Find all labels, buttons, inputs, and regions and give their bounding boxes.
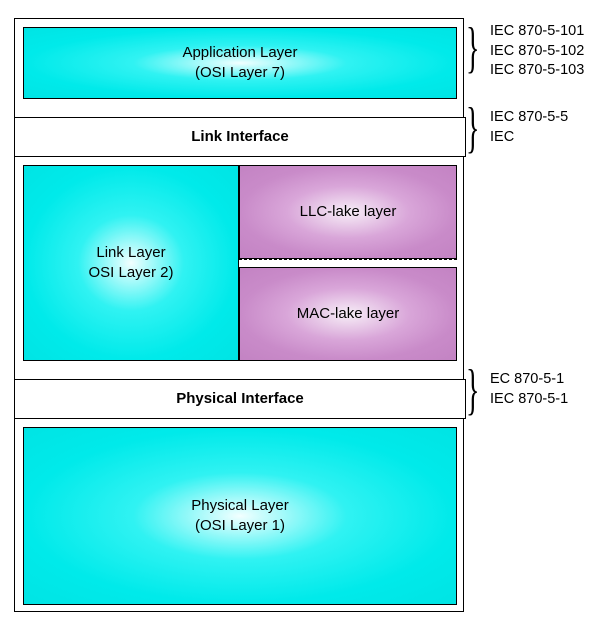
link-layer-sub: OSI Layer 2)	[88, 264, 173, 281]
annotation-application: IEC 870-5-101 IEC 870-5-102 IEC 870-5-10…	[490, 22, 584, 81]
annot-phys-1: IEC 870-5-1	[490, 391, 568, 407]
mac-box: MAC-lake layer	[239, 267, 457, 361]
application-layer-title: Application Layer	[182, 44, 297, 61]
application-layer-box: Application Layer (OSI Layer 7)	[23, 27, 457, 99]
brace-icon: }	[466, 20, 479, 76]
annotation-link: IEC 870-5-5 IEC	[490, 108, 568, 147]
link-interface-label: Link Interface	[191, 127, 289, 147]
annot-app-0: IEC 870-5-101	[490, 23, 584, 39]
llc-box: LLC-lake layer	[239, 165, 457, 259]
llc-mac-divider	[239, 259, 457, 260]
physical-layer-box: Physical Layer (OSI Layer 1)	[23, 427, 457, 605]
annotation-physical: EC 870-5-1 IEC 870-5-1	[490, 370, 568, 409]
application-layer-sub: (OSI Layer 7)	[195, 64, 285, 81]
link-layer-title: Link Layer	[96, 244, 165, 261]
link-layer-box: Link Layer OSI Layer 2)	[23, 165, 239, 361]
physical-layer-title: Physical Layer	[191, 497, 289, 514]
annot-phys-0: EC 870-5-1	[490, 371, 564, 387]
annot-link-0: IEC 870-5-5	[490, 109, 568, 125]
brace-icon: }	[466, 100, 479, 156]
annot-app-1: IEC 870-5-102	[490, 43, 584, 59]
diagram-frame: Application Layer (OSI Layer 7) Link Int…	[14, 18, 464, 612]
physical-layer-sub: (OSI Layer 1)	[195, 517, 285, 534]
physical-interface-box: Physical Interface	[14, 379, 466, 419]
brace-icon: }	[466, 362, 479, 418]
annot-link-1: IEC	[490, 129, 514, 145]
llc-label: LLC-lake layer	[300, 202, 397, 222]
link-interface-box: Link Interface	[14, 117, 466, 157]
annot-app-2: IEC 870-5-103	[490, 62, 584, 78]
mac-label: MAC-lake layer	[297, 304, 400, 324]
physical-interface-label: Physical Interface	[176, 389, 304, 409]
